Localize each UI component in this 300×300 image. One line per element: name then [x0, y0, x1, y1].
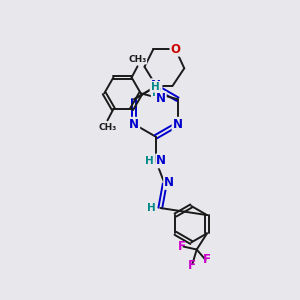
- Text: N: N: [151, 80, 161, 92]
- Text: CH₃: CH₃: [98, 123, 117, 132]
- Text: N: N: [156, 154, 166, 167]
- Text: N: N: [151, 80, 161, 92]
- Text: H: H: [146, 203, 155, 213]
- Text: H: H: [145, 156, 154, 166]
- Text: N: N: [164, 176, 174, 189]
- Text: N: N: [129, 118, 139, 131]
- Text: F: F: [188, 259, 196, 272]
- Text: N: N: [156, 92, 166, 105]
- Text: CH₃: CH₃: [128, 55, 147, 64]
- Text: N: N: [172, 118, 183, 131]
- Text: N: N: [151, 80, 161, 93]
- Text: F: F: [203, 253, 211, 266]
- Text: O: O: [170, 43, 180, 56]
- Text: H: H: [152, 88, 161, 98]
- Text: F: F: [178, 240, 186, 253]
- Text: H: H: [151, 82, 159, 92]
